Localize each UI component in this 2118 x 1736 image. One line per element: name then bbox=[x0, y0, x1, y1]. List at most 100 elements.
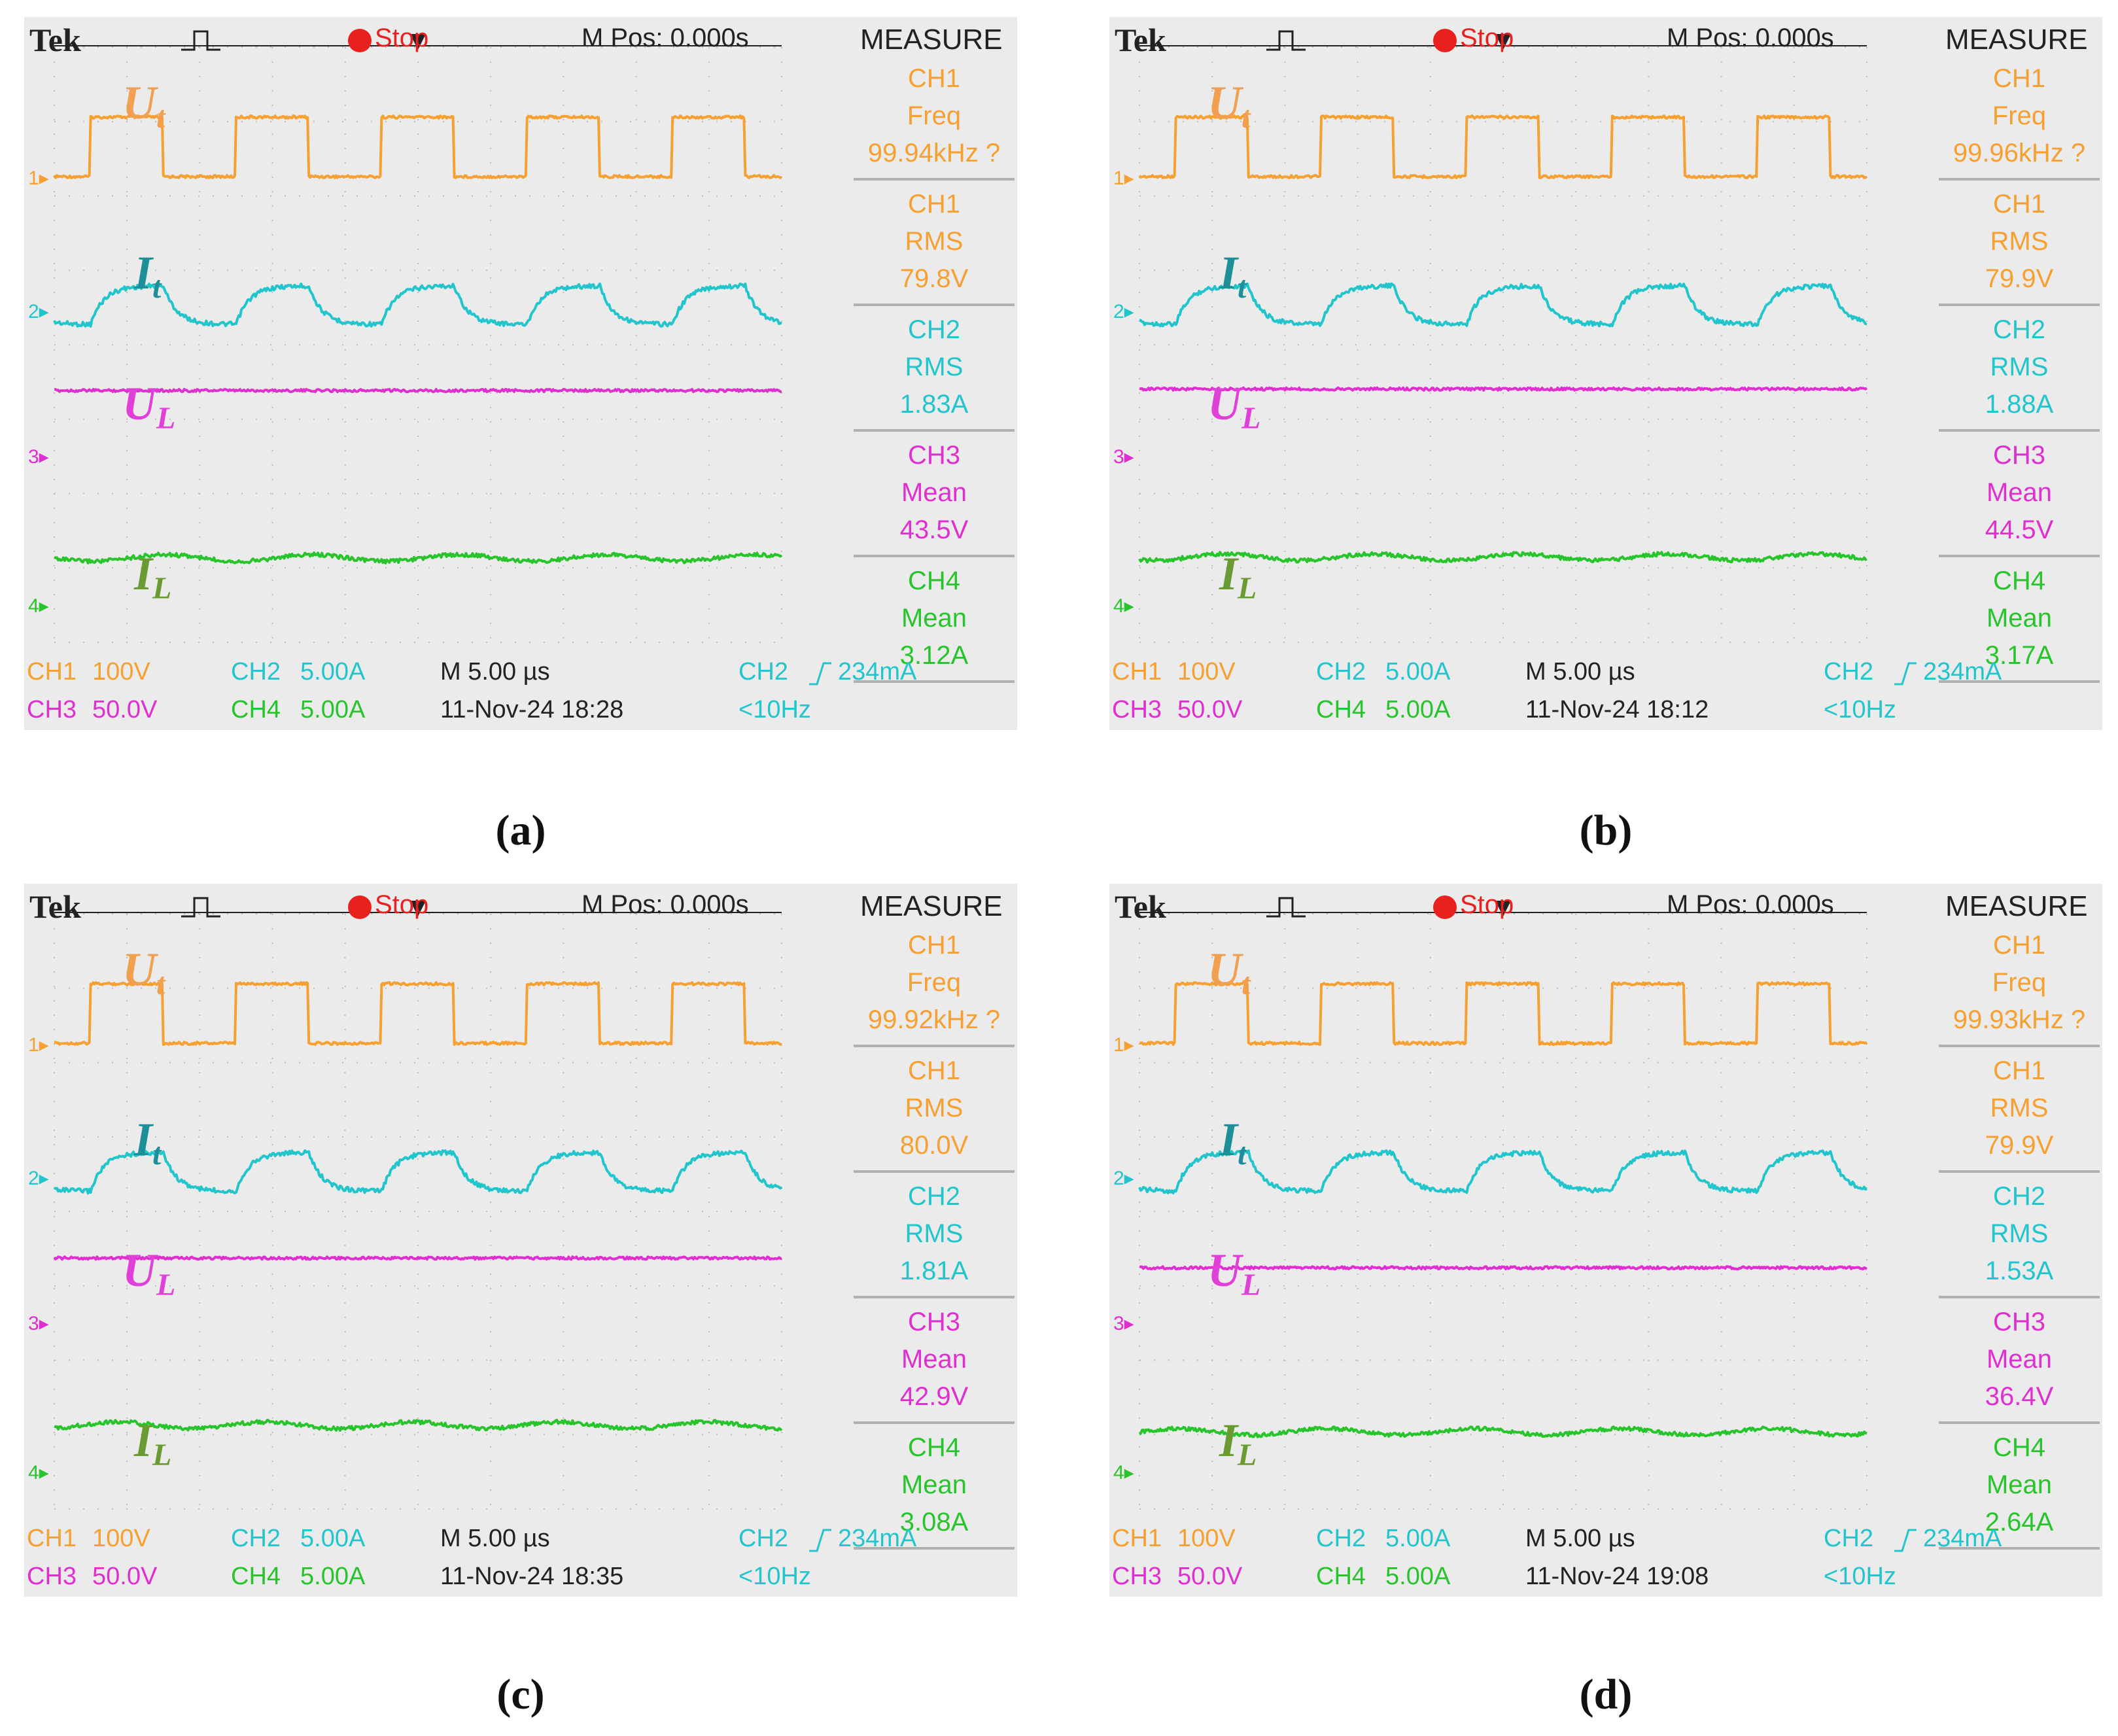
horizontal-position: M Pos: 0.000s bbox=[582, 890, 749, 919]
signal-label-main: U bbox=[1207, 377, 1241, 430]
panel-caption: (b) bbox=[1579, 807, 1633, 854]
signal-label-main: U bbox=[122, 943, 156, 996]
trigger-channel: CH2 bbox=[1824, 658, 1874, 686]
ch4-scale: 5.00A bbox=[1385, 696, 1451, 723]
measure-line: CH1 bbox=[1992, 1056, 2046, 1085]
signal-label-main: U bbox=[122, 377, 156, 430]
signal-label-sub: t bbox=[156, 100, 165, 135]
waveform-ut bbox=[53, 114, 782, 179]
measure-line: Mean bbox=[1986, 604, 2053, 633]
channel-marker-3: 3▸ bbox=[1113, 446, 1134, 468]
brand-logo: Tek bbox=[29, 888, 81, 925]
panel-caption: (a) bbox=[495, 807, 546, 854]
measure-line: 79.8V bbox=[899, 264, 969, 293]
scope-panel: 1▸ 2▸ 3▸ 4▸ Ut It UL IL CH1 Freq 99.92kHz ? CH1 RMS 8… bbox=[24, 884, 1017, 1597]
measure-line: 44.5V bbox=[1985, 515, 2054, 544]
measure-line: 1.53A bbox=[1985, 1257, 2054, 1285]
measure-title: MEASURE bbox=[860, 890, 1003, 922]
trigger-level: 234mA bbox=[1923, 1525, 2002, 1552]
signal-label-sub: L bbox=[1241, 1268, 1261, 1302]
graticule-grid bbox=[1139, 46, 1867, 643]
ch2-scale: 5.00A bbox=[300, 658, 366, 686]
measure-line: CH3 bbox=[907, 441, 961, 470]
signal-label-it: It bbox=[134, 1113, 161, 1172]
measure-line: 3.12A bbox=[899, 641, 969, 670]
waveform-il bbox=[1138, 551, 1867, 564]
measure-line: Freq bbox=[907, 968, 962, 997]
measure-line: CH4 bbox=[907, 566, 961, 595]
ch3-scale: 50.0V bbox=[92, 696, 158, 723]
acquisition-state: Stop bbox=[1460, 890, 1514, 919]
measure-line: CH4 bbox=[1992, 566, 2046, 595]
horizontal-position: M Pos: 0.000s bbox=[1667, 890, 1834, 919]
measure-line: CH1 bbox=[907, 931, 961, 960]
measure-line: 43.5V bbox=[899, 515, 969, 544]
signal-label-main: U bbox=[1207, 77, 1241, 129]
measure-line: 1.88A bbox=[1985, 390, 2054, 419]
waveform-it bbox=[53, 282, 782, 328]
horizontal-position: M Pos: 0.000s bbox=[582, 24, 749, 52]
channel-marker-3: 3▸ bbox=[28, 446, 49, 468]
horizontal-position: M Pos: 0.000s bbox=[1667, 24, 1834, 52]
panel-caption: (d) bbox=[1579, 1671, 1633, 1718]
timebase: M 5.00 µs bbox=[1525, 658, 1635, 686]
measure-line: 1.81A bbox=[899, 1257, 969, 1285]
timestamp: 11-Nov-24 18:28 bbox=[440, 696, 624, 723]
stop-indicator-icon bbox=[348, 29, 372, 52]
measure-line: Mean bbox=[901, 478, 967, 507]
stop-indicator-icon bbox=[348, 895, 372, 919]
measure-line: CH3 bbox=[907, 1308, 961, 1336]
measure-line: 99.94kHz ? bbox=[867, 139, 1001, 167]
timestamp: 11-Nov-24 18:12 bbox=[1525, 696, 1709, 723]
signal-label-main: U bbox=[122, 1244, 156, 1296]
signal-label-main: I bbox=[1219, 547, 1238, 600]
measure-line: RMS bbox=[905, 353, 964, 381]
waveform-il bbox=[54, 1419, 783, 1432]
signal-label-it: It bbox=[1219, 1113, 1246, 1172]
ch1-scale: 100V bbox=[92, 1525, 150, 1552]
scope-screen: 1▸ 2▸ 3▸ 4▸ bbox=[1113, 29, 2100, 686]
measure-line: Mean bbox=[1986, 1345, 2053, 1374]
signal-label-ut: Ut bbox=[122, 76, 165, 135]
scope-screen: 1▸ 2▸ 3▸ 4▸ bbox=[1113, 895, 2100, 1552]
signal-label-ut: Ut bbox=[1207, 76, 1250, 135]
measure-line: 99.93kHz ? bbox=[1953, 1005, 2086, 1034]
ch4-scale: 5.00A bbox=[1385, 1563, 1451, 1590]
trigger-position-icon bbox=[1495, 34, 1511, 50]
signal-label-ul: UL bbox=[122, 377, 175, 436]
measure-line: 42.9V bbox=[899, 1382, 969, 1411]
signal-label-main: I bbox=[134, 1414, 153, 1467]
channel-marker-4: 4▸ bbox=[28, 1462, 49, 1484]
measure-line: CH2 bbox=[907, 1182, 961, 1211]
ch2-scale: 5.00A bbox=[1385, 658, 1451, 686]
measure-line: 3.08A bbox=[899, 1508, 969, 1536]
waveform-ul bbox=[54, 388, 782, 393]
channel-marker-3: 3▸ bbox=[1113, 1313, 1134, 1334]
ch3-label: CH3 bbox=[1112, 696, 1162, 723]
ch1-label: CH1 bbox=[27, 658, 77, 686]
measure-line: CH1 bbox=[1992, 931, 2046, 960]
ch2-scale: 5.00A bbox=[1385, 1525, 1451, 1552]
ch4-label: CH4 bbox=[231, 1563, 281, 1590]
signal-label-il: IL bbox=[1219, 1414, 1257, 1473]
waveform-it bbox=[1139, 282, 1867, 328]
signal-label-ut: Ut bbox=[1207, 943, 1250, 1002]
signal-label-ul: UL bbox=[1207, 1243, 1260, 1303]
signal-label-sub: L bbox=[152, 1438, 172, 1472]
signal-label-il: IL bbox=[134, 1414, 171, 1473]
measure-line: CH1 bbox=[907, 190, 961, 218]
scope-panel: 1▸ 2▸ 3▸ 4▸ Ut It UL IL CH1 Freq 99.96kHz ? CH1 RMS 7… bbox=[1109, 17, 2102, 730]
measure-line: Mean bbox=[1986, 478, 2053, 507]
ch3-label: CH3 bbox=[27, 1563, 77, 1590]
timestamp: 11-Nov-24 19:08 bbox=[1525, 1563, 1709, 1590]
measure-line: RMS bbox=[1990, 227, 2049, 256]
signal-label-il: IL bbox=[1219, 547, 1257, 606]
pulse-trigger-icon bbox=[1266, 30, 1306, 51]
scope-screen: 1▸ 2▸ 3▸ 4▸ bbox=[28, 895, 1015, 1552]
signal-label-sub: t bbox=[156, 967, 165, 1001]
channel-marker-4: 4▸ bbox=[1113, 595, 1134, 617]
waveform-it bbox=[53, 1149, 783, 1195]
trigger-position-icon bbox=[410, 34, 426, 50]
stop-indicator-icon bbox=[1433, 29, 1457, 52]
measure-line: CH2 bbox=[1992, 315, 2046, 344]
